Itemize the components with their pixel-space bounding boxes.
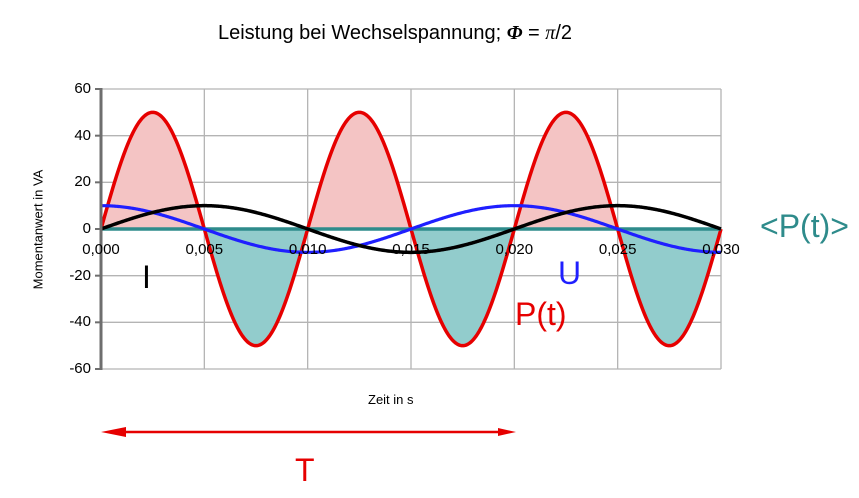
series-voltage-line xyxy=(101,204,721,254)
x-tick-label: 0,005 xyxy=(185,241,224,258)
phi-symbol: Φ xyxy=(506,22,523,44)
axes xyxy=(95,88,103,370)
y-axis-label: Momentanwert in VA xyxy=(30,169,46,290)
title-text: Leistung bei Wechselspannung; xyxy=(217,22,507,44)
label-average-power: <P(t)> xyxy=(760,208,849,244)
y-tick-label: -60 xyxy=(69,360,91,377)
x-tick-label: 0,010 xyxy=(288,241,327,258)
pi-symbol: π xyxy=(545,22,556,44)
y-tick-label: -40 xyxy=(69,313,91,331)
period-arrow xyxy=(101,427,516,437)
x-tick-label: 0,015 xyxy=(392,241,430,258)
label-current-I: I xyxy=(142,259,151,295)
label-power-P: P(t) xyxy=(515,296,567,332)
y-tick-label: 40 xyxy=(74,126,91,144)
series-current-line xyxy=(100,203,722,255)
label-voltage-U: U xyxy=(558,255,582,291)
title-equals: = xyxy=(522,22,546,44)
y-tick-label: 20 xyxy=(74,173,91,191)
label-period-T: T xyxy=(295,452,315,488)
x-axis-label: Zeit in s xyxy=(368,392,414,407)
x-tick-label: 0,020 xyxy=(495,241,534,258)
x-tick-label: 0,025 xyxy=(598,241,637,258)
title-suffix: /2 xyxy=(555,22,573,44)
x-tick-label: 0,030 xyxy=(702,241,740,258)
chart-title: Leistung bei Wechselspannung; Φ = π/2 xyxy=(0,22,790,45)
x-tick-label: 0,000 xyxy=(82,241,120,258)
y-tick-label: -20 xyxy=(69,266,91,284)
y-tick-label: 60 xyxy=(74,80,91,97)
power-fill-areas xyxy=(101,112,721,346)
y-tick-label: 0 xyxy=(82,220,91,237)
